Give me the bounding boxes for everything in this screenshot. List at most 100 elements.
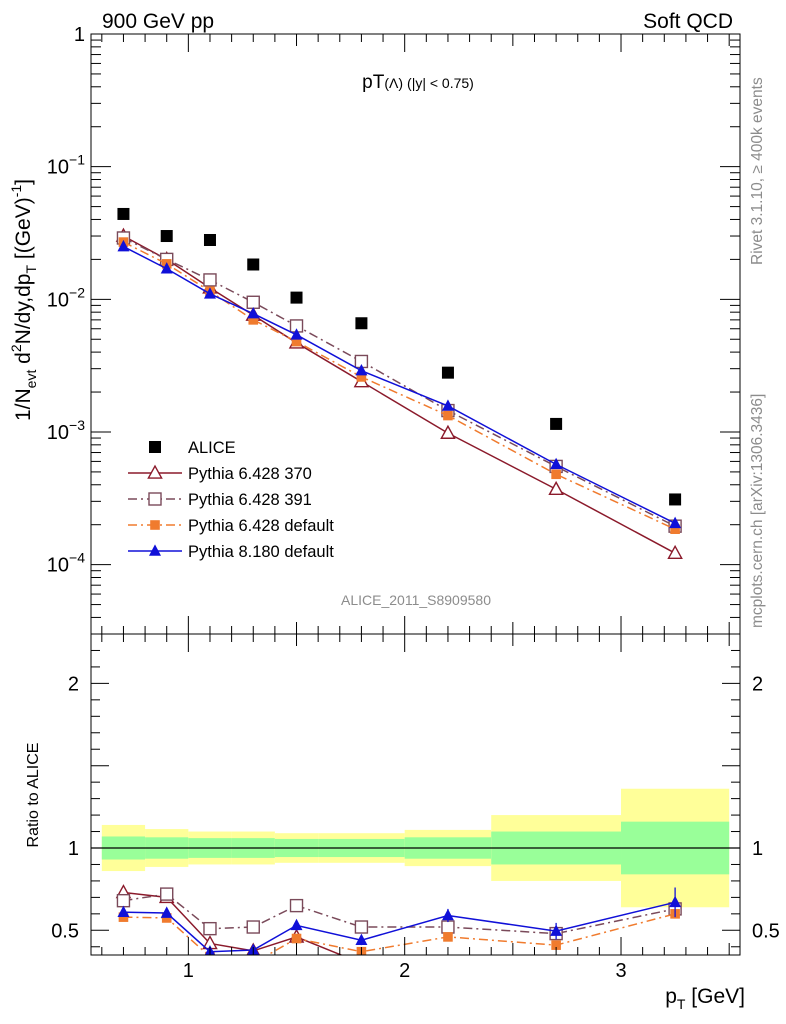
ratio-series-group: [115, 884, 682, 982]
data-point-0-1: [160, 230, 173, 243]
ratio-point-0-6: [441, 960, 454, 972]
ylabel-d-sup: -1: [8, 185, 24, 198]
x-tick-label: 3: [615, 960, 626, 982]
ratio-point-0-7: [550, 965, 563, 977]
main-data-layer: [115, 207, 683, 559]
ratio-y-tick-label-left: 1: [68, 838, 79, 860]
ratio-point-2-1: [161, 913, 172, 923]
data-point-4-3: [247, 307, 260, 319]
ratio-point-3-4: [290, 918, 303, 931]
legend-label: Pythia 8.180 default: [188, 543, 334, 561]
data-point-0-3: [247, 258, 260, 271]
data-point-2-3: [246, 295, 260, 309]
legend-label: Pythia 6.428 391: [188, 491, 312, 509]
ratio-point-3-7: [550, 924, 563, 936]
ratio-point-3-6: [441, 908, 454, 921]
data-point-1-8: [667, 544, 683, 559]
data-point-4-5: [355, 364, 368, 376]
ratio-point-3-8: [669, 895, 682, 908]
main-panel: 110−110−210−310−4 pT(Λ) (|y| < 0.75) 1/Ne…: [8, 24, 741, 635]
legend-marker: [148, 492, 162, 506]
data-point-0-7: [550, 417, 563, 430]
mcplots-label: mcplots.cern.ch [arXiv:1306.3436]: [749, 394, 766, 628]
plot-title-paren: (Λ): [384, 75, 403, 91]
ratio-y-tick-label-left: 2: [68, 673, 79, 695]
y-tick-exponent: −3: [69, 417, 85, 433]
y-tick-label: 10−2: [47, 284, 85, 311]
ratio-point-2-7: [551, 940, 561, 950]
legend: ALICE Pythia 6.428 370 Pythia 6.428 391 Pyt…: [128, 439, 334, 561]
data-point-4-0: [117, 239, 130, 252]
data-point-4-1: [160, 262, 173, 274]
ratio-data-layer: [91, 788, 740, 982]
ylabel-a-sub: evt: [23, 370, 39, 389]
y-tick-label: 10−3: [47, 417, 85, 444]
ylabel-a: 1/N: [12, 388, 35, 421]
ratio-y-tick-label-right: 2: [752, 673, 763, 695]
data-point-4-6: [441, 399, 454, 411]
ylabel-d: [(GeV): [12, 197, 35, 265]
ratio-point-2-0: [118, 912, 129, 922]
y-tick-label: 10−4: [47, 550, 85, 577]
ratio-point-0-5: [361, 954, 362, 955]
data-point-3-8: [670, 524, 680, 534]
ratio-point-1-5: [354, 920, 369, 934]
plot-title: pT(Λ) (|y| < 0.75): [362, 72, 474, 93]
legend-marker: [149, 441, 161, 453]
plot-title-main: pT: [362, 72, 385, 93]
ratio-point-0-8: [669, 970, 682, 982]
ratio-point-2-6: [443, 932, 453, 942]
rivet-version-label: Rivet 3.1.10, ≥ 400k events: [749, 77, 766, 265]
legend-label: Pythia 6.428 default: [188, 517, 334, 535]
data-point-4-7: [550, 457, 563, 470]
x-tick-label: 2: [399, 960, 410, 982]
ylabel-c-sub: T: [23, 265, 39, 274]
y-tick-mantissa: 10: [47, 157, 69, 179]
y-tick-mantissa: 10: [47, 422, 69, 444]
y-tick-mantissa: 10: [47, 289, 69, 311]
legend-marker: [149, 544, 161, 556]
ratio-y-tick-label-left: 0.5: [51, 920, 79, 942]
data-point-4-4: [290, 328, 303, 340]
legend-label: Pythia 6.428 370: [188, 465, 312, 483]
data-point-4-8: [669, 516, 682, 529]
ratio-point-2-3: [248, 958, 258, 968]
ratio-y-tick-label-right: 0.5: [752, 920, 780, 942]
data-point-2-2: [203, 273, 217, 287]
y-tick-exponent: −4: [69, 550, 85, 566]
data-point-3-5: [356, 372, 367, 382]
main-y-axis-label: 1/Nevt d2N/dy,dpT [(GeV)-1]: [8, 179, 39, 421]
ratio-point-1-1: [160, 887, 174, 901]
ratio-frame: [90, 633, 741, 956]
legend-marker: [150, 520, 160, 530]
y-tick-label: 1: [74, 24, 85, 46]
y-tick-exponent: −1: [69, 152, 85, 168]
data-point-0-5: [355, 317, 368, 330]
data-point-4-2: [203, 287, 216, 299]
header-energy-label: 900 GeV pp: [102, 10, 214, 33]
ratio-panel: 0.5 0.5 1 1 2 2 1 2 3 Ratio to ALICE: [25, 633, 780, 982]
ylabel-b-sup: 2: [8, 344, 24, 352]
data-point-3-7: [551, 469, 561, 480]
ylabel-c: N/dy,dp: [12, 274, 35, 345]
ratio-point-3-1: [160, 906, 173, 918]
plot-title-cut: (|y| < 0.75): [407, 75, 474, 91]
ratio-point-1-6: [441, 920, 455, 934]
data-point-1-7: [548, 480, 564, 496]
ratio-point-3-0: [117, 905, 130, 917]
y-tick-exponent: −2: [69, 284, 85, 300]
ratio-point-1-0: [116, 893, 131, 908]
data-point-0-4: [290, 291, 303, 304]
ratio-y-axis-label: Ratio to ALICE: [25, 743, 42, 848]
data-point-3-3: [248, 315, 259, 325]
ratio-point-1-4: [289, 898, 304, 913]
legend-label: ALICE: [188, 439, 236, 457]
ylabel-e: ]: [12, 179, 35, 185]
ratio-point-1-3: [246, 920, 260, 934]
series-line-3: [123, 241, 676, 530]
ratio-point-2-4: [291, 933, 302, 944]
ylabel-b: d: [12, 352, 35, 370]
data-point-3-6: [443, 410, 453, 421]
ratio-point-1-2: [203, 921, 217, 936]
